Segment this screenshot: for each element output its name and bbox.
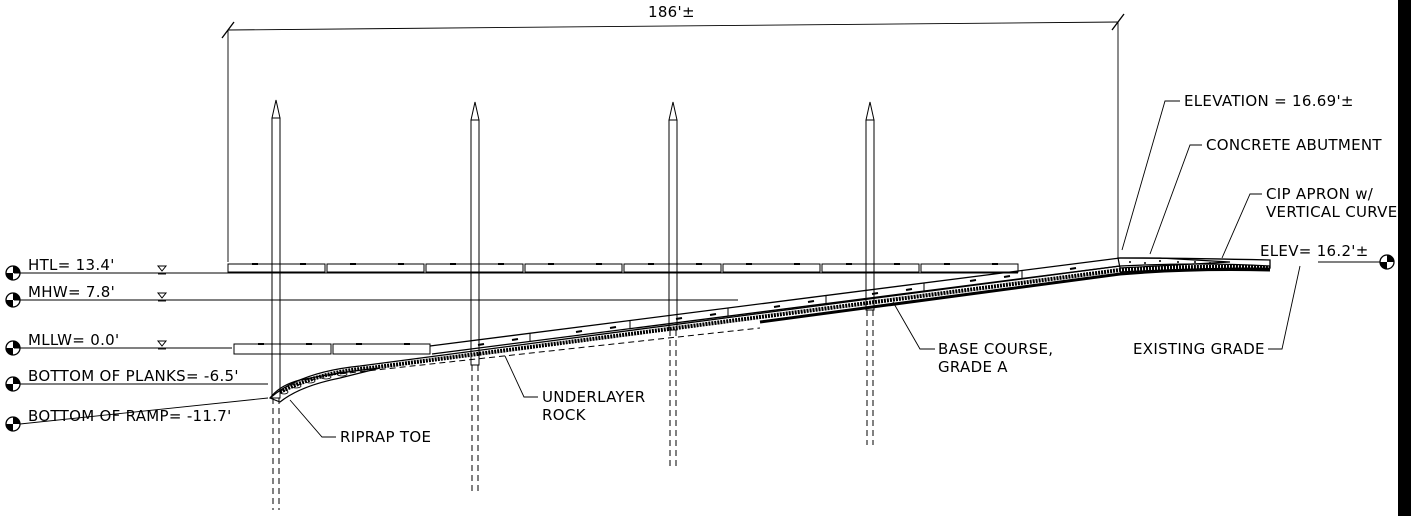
- pile-1: [271, 99, 281, 510]
- riprap-toe-callout: RIPRAP TOE: [340, 428, 431, 446]
- elevation-callout: ELEVATION = 16.69'±: [1184, 92, 1354, 110]
- target-icon: [1379, 254, 1395, 270]
- water-level-lines: [14, 265, 1018, 350]
- overall-length-label: 186'±: [648, 3, 695, 21]
- pile-3: [668, 101, 678, 467]
- piles: [271, 99, 875, 510]
- callout-elevation: ELEVATION = 16.69'±: [1121, 92, 1354, 251]
- elevation-markers: [5, 254, 1395, 432]
- target-icon: [5, 265, 21, 281]
- bottom-of-ramp-label: BOTTOM OF RAMP= -11.7': [28, 407, 232, 425]
- base-course-callout-line1: BASE COURSE,: [938, 340, 1053, 358]
- lower-floats: [233, 343, 431, 355]
- callout-apron: CIP APRON w/ VERTICAL CURVE: [1221, 185, 1398, 259]
- elev-right-label: ELEV= 16.2'±: [1260, 242, 1369, 260]
- base-course-callout-line2: GRADE A: [938, 358, 1008, 376]
- underlayer-callout-line2: ROCK: [542, 406, 587, 424]
- target-icon: [5, 340, 21, 356]
- callout-base-course: BASE COURSE, GRADE A: [892, 301, 1053, 376]
- callout-existing-grade: EXISTING GRADE: [1133, 265, 1301, 358]
- apron-callout-line2: VERTICAL CURVE: [1266, 203, 1398, 221]
- overall-dimension: 186'±: [221, 3, 1125, 262]
- abutment-callout: CONCRETE ABUTMENT: [1206, 136, 1382, 154]
- callout-riprap: RIPRAP TOE: [289, 399, 431, 446]
- callout-abutment: CONCRETE ABUTMENT: [1149, 136, 1382, 255]
- water-level-symbol-mllw: [156, 340, 168, 350]
- abutment-apron: [1117, 257, 1271, 273]
- sheet-border: [1398, 0, 1411, 516]
- target-icon: [5, 292, 21, 308]
- bottom-of-planks-label: BOTTOM OF PLANKS= -6.5': [28, 367, 239, 385]
- target-icon: [5, 416, 21, 432]
- slope-layers: [269, 263, 1271, 403]
- target-icon: [5, 376, 21, 392]
- mllw-label: MLLW= 0.0': [28, 331, 119, 349]
- existing-grade-callout: EXISTING GRADE: [1133, 340, 1265, 358]
- pile-4: [865, 101, 875, 445]
- water-level-symbol-htl: [156, 265, 168, 275]
- htl-label: HTL= 13.4': [28, 256, 115, 274]
- water-level-symbol-mhw: [156, 292, 168, 302]
- pile-2: [470, 101, 480, 492]
- underlayer-callout-line1: UNDERLAYER: [542, 388, 646, 406]
- callout-underlayer: UNDERLAYER ROCK: [504, 355, 646, 424]
- mhw-label: MHW= 7.8': [28, 283, 115, 301]
- apron-callout-line1: CIP APRON w/: [1266, 185, 1374, 203]
- upper-floats: [227, 263, 1019, 273]
